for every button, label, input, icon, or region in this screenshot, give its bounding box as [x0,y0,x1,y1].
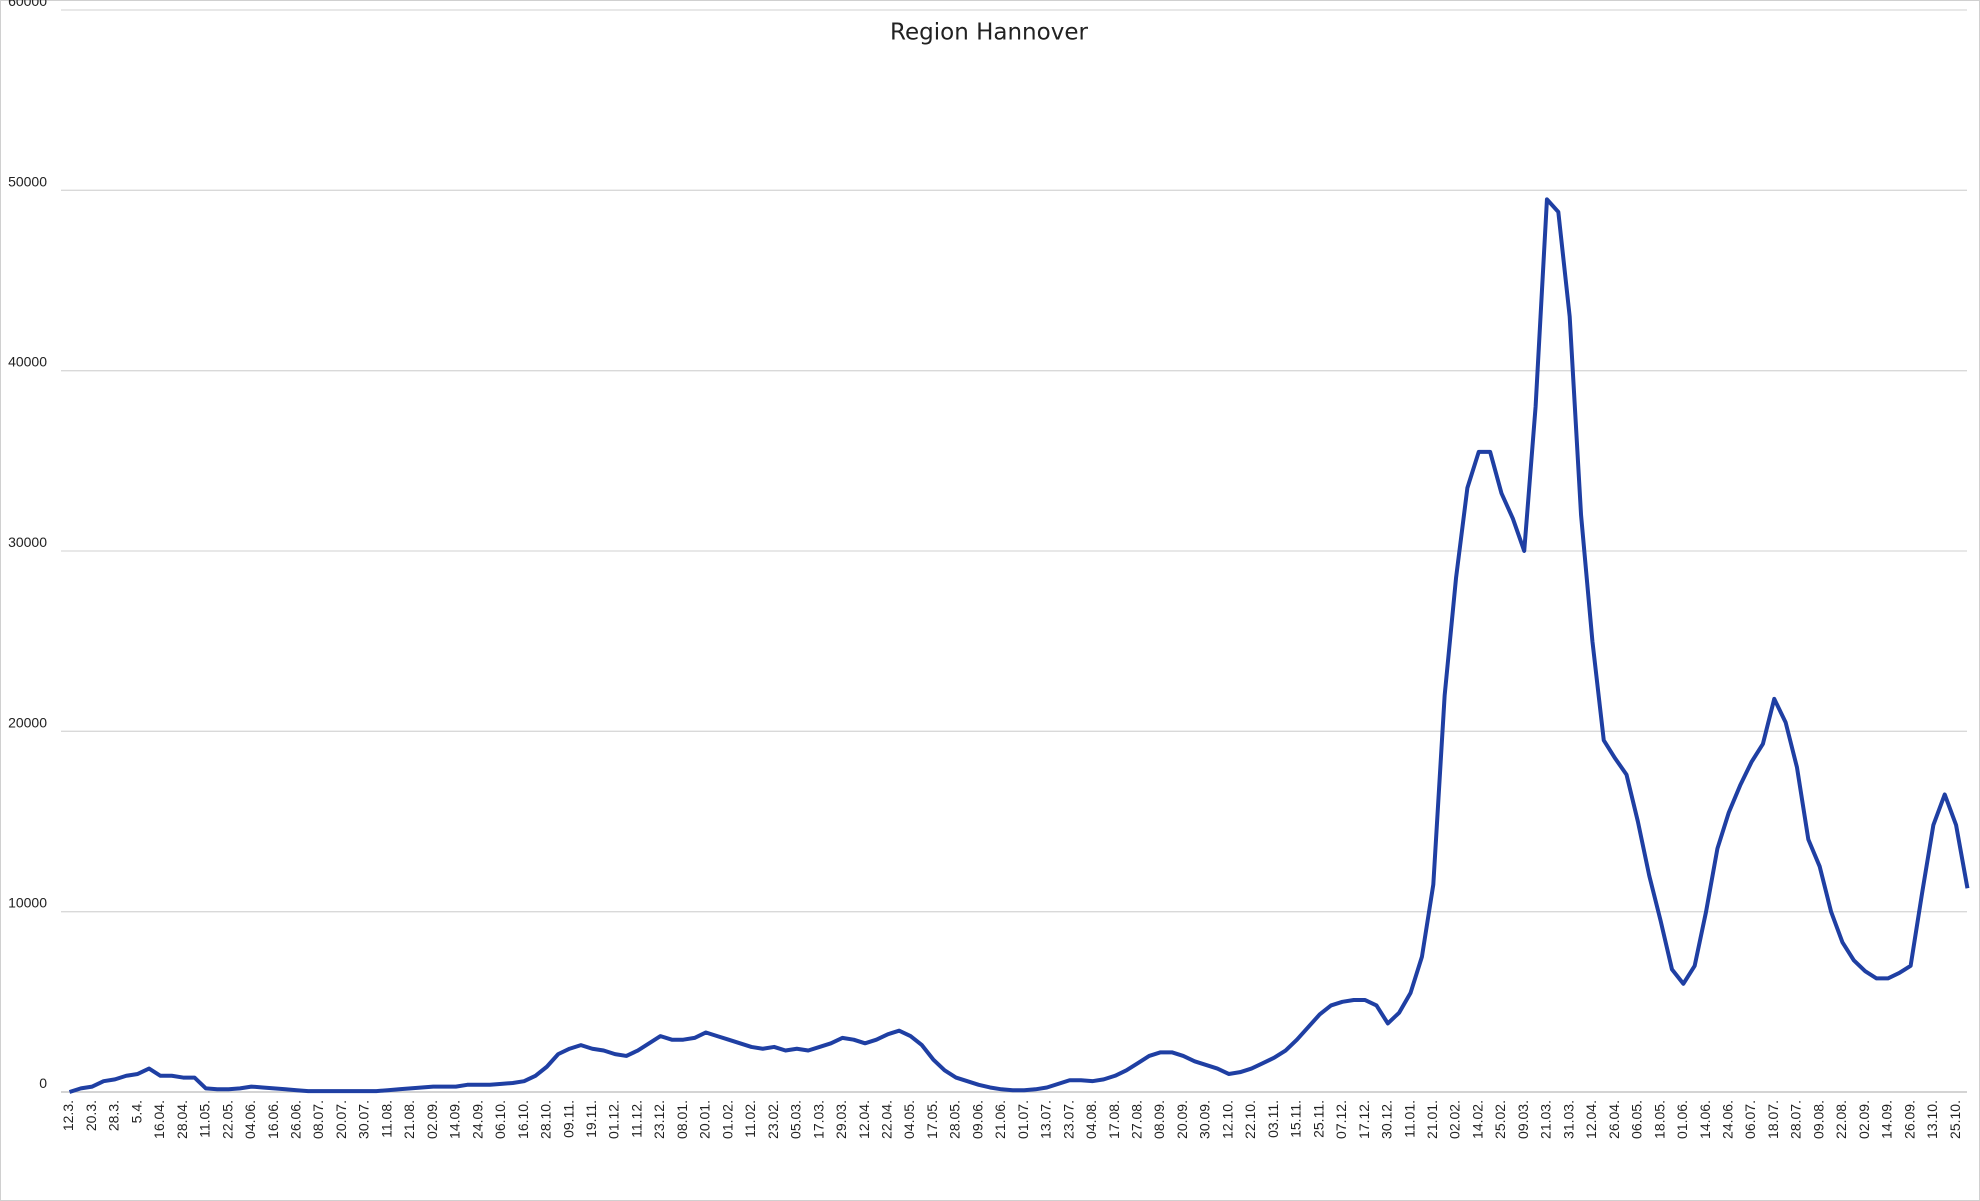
x-tick-label: 01.02. [719,1100,735,1139]
x-tick-label: 30.07. [356,1100,372,1139]
x-tick-label: 28.07. [1788,1100,1804,1139]
x-tick-label: 20.01. [697,1100,713,1139]
x-tick-label: 08.09. [1151,1100,1167,1139]
x-tick-label: 06.07. [1742,1100,1758,1139]
x-tick-label: 21.03. [1538,1100,1554,1139]
x-tick-label: 20.07. [333,1100,349,1139]
x-tick-label: 03.11. [1265,1100,1281,1138]
x-tick-label: 17.03. [810,1100,826,1139]
x-tick-label: 11.05. [197,1100,213,1138]
x-tick-label: 16.10. [515,1100,531,1139]
x-tick-label: 24.06. [1719,1100,1735,1139]
x-tick-label: 28.10. [538,1100,554,1139]
x-tick-label: 20.09. [1174,1100,1190,1139]
x-tick-label: 20.3. [83,1100,99,1131]
x-tick-label: 23.12. [651,1100,667,1139]
x-tick-label: 02.02. [1447,1100,1463,1139]
x-tick-label: 30.12. [1379,1100,1395,1139]
x-tick-label: 18.05. [1651,1100,1667,1139]
x-tick-label: 22.05. [219,1100,235,1139]
x-tick-label: 05.03. [788,1100,804,1139]
y-tick-label: 30000 [8,534,47,550]
x-tick-label: 25.02. [1492,1100,1508,1139]
x-tick-label: 24.09. [469,1100,485,1139]
x-tick-label: 12.3. [60,1100,76,1131]
x-tick-label: 23.07. [1060,1100,1076,1139]
x-tick-label: 15.11. [1288,1100,1304,1138]
x-tick-label: 26.06. [288,1100,304,1139]
x-tick-label: 26.04. [1606,1100,1622,1139]
x-tick-label: 07.12. [1333,1100,1349,1139]
x-tick-label: 14.06. [1697,1100,1713,1139]
x-tick-label: 22.04. [878,1100,894,1139]
x-tick-label: 21.01. [1424,1100,1440,1139]
x-tick-label: 09.06. [969,1100,985,1139]
x-tick-label: 06.05. [1629,1100,1645,1139]
x-tick-label: 14.09. [447,1100,463,1139]
x-tick-label: 23.02. [765,1100,781,1139]
x-tick-label: 16.04. [151,1100,167,1139]
x-tick-label: 30.09. [1197,1100,1213,1139]
y-tick-label: 40000 [8,354,47,370]
x-tick-label: 11.08. [378,1100,394,1138]
x-tick-label: 08.01. [674,1100,690,1139]
x-tick-label: 06.10. [492,1100,508,1139]
x-tick-label: 28.04. [174,1100,190,1139]
x-tick-label: 31.03. [1560,1100,1576,1139]
x-tick-label: 22.08. [1833,1100,1849,1139]
x-tick-label: 04.08. [1083,1100,1099,1139]
x-tick-label: 21.08. [401,1100,417,1139]
x-tick-label: 12.04. [1583,1100,1599,1139]
y-tick-label: 20000 [8,714,47,730]
x-tick-label: 17.12. [1356,1100,1372,1139]
x-tick-label: 28.05. [947,1100,963,1139]
x-tick-label: 26.09. [1901,1100,1917,1139]
x-tick-label: 04.06. [242,1100,258,1139]
x-tick-label: 18.07. [1765,1100,1781,1139]
x-tick-label: 28.3. [106,1100,122,1131]
x-tick-label: 12.04. [856,1100,872,1139]
data-line [68,197,1970,1094]
x-tick-label: 14.09. [1879,1100,1895,1139]
x-tick-label: 17.08. [1106,1100,1122,1139]
x-tick-label: 12.10. [1219,1100,1235,1139]
x-tick-label: 25.10. [1947,1100,1963,1139]
x-tick-label: 02.09. [1856,1100,1872,1139]
x-tick-label: 19.11. [583,1100,599,1138]
x-tick-label: 09.08. [1810,1100,1826,1139]
x-tick-label: 08.07. [310,1100,326,1139]
chart-title: Region Hannover [890,20,1088,46]
x-tick-label: 09.11. [560,1100,576,1138]
x-tick-label: 27.08. [1129,1100,1145,1139]
x-tick-label: 11.02. [742,1100,758,1138]
x-tick-label: 01.12. [606,1100,622,1139]
x-tick-label: 04.05. [901,1100,917,1139]
x-tick-label: 22.10. [1242,1100,1258,1139]
y-tick-label: 60000 [8,0,47,9]
x-tick-label: 01.07. [1015,1100,1031,1139]
x-tick-label: 14.02. [1469,1100,1485,1139]
y-tick-label: 0 [39,1075,47,1091]
x-tick-label: 11.01. [1401,1100,1417,1138]
x-tick-label: 13.07. [1038,1100,1054,1139]
x-tick-label: 16.06. [265,1100,281,1139]
x-tick-label: 01.06. [1674,1100,1690,1139]
x-tick-label: 13.10. [1924,1100,1940,1139]
x-tick-label: 21.06. [992,1100,1008,1139]
x-tick-label: 29.03. [833,1100,849,1139]
x-tick-label: 11.12. [628,1100,644,1138]
x-tick-label: 5.4. [128,1100,144,1123]
x-tick-label: 17.05. [924,1100,940,1139]
y-tick-label: 10000 [8,895,47,911]
x-tick-label: 25.11. [1310,1100,1326,1138]
x-tick-label: 09.03. [1515,1100,1531,1139]
y-tick-label: 50000 [8,173,47,189]
x-tick-label: 02.09. [424,1100,440,1139]
